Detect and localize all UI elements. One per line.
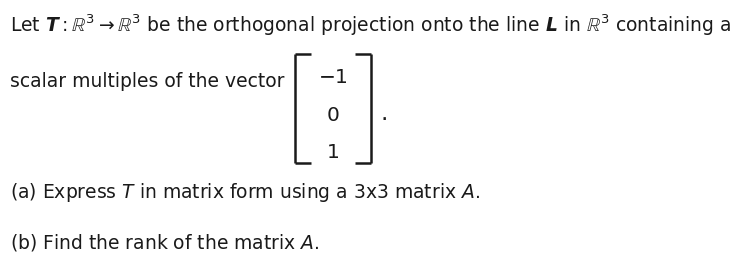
Text: $0$: $0$ — [326, 106, 339, 125]
Text: $-1$: $-1$ — [318, 68, 347, 87]
Text: scalar multiples of the vector: scalar multiples of the vector — [10, 72, 284, 91]
Text: (b) Find the rank of the matrix $A$.: (b) Find the rank of the matrix $A$. — [10, 232, 319, 253]
Text: (a) Express $T$ in matrix form using a 3x3 matrix $A$.: (a) Express $T$ in matrix form using a 3… — [10, 181, 480, 204]
Text: Let $\boldsymbol{T} : \mathbb{R}^3 \rightarrow \mathbb{R}^3$ be the orthogonal p: Let $\boldsymbol{T} : \mathbb{R}^3 \righ… — [10, 13, 731, 38]
Text: .: . — [381, 102, 388, 125]
Text: $1$: $1$ — [326, 143, 339, 162]
